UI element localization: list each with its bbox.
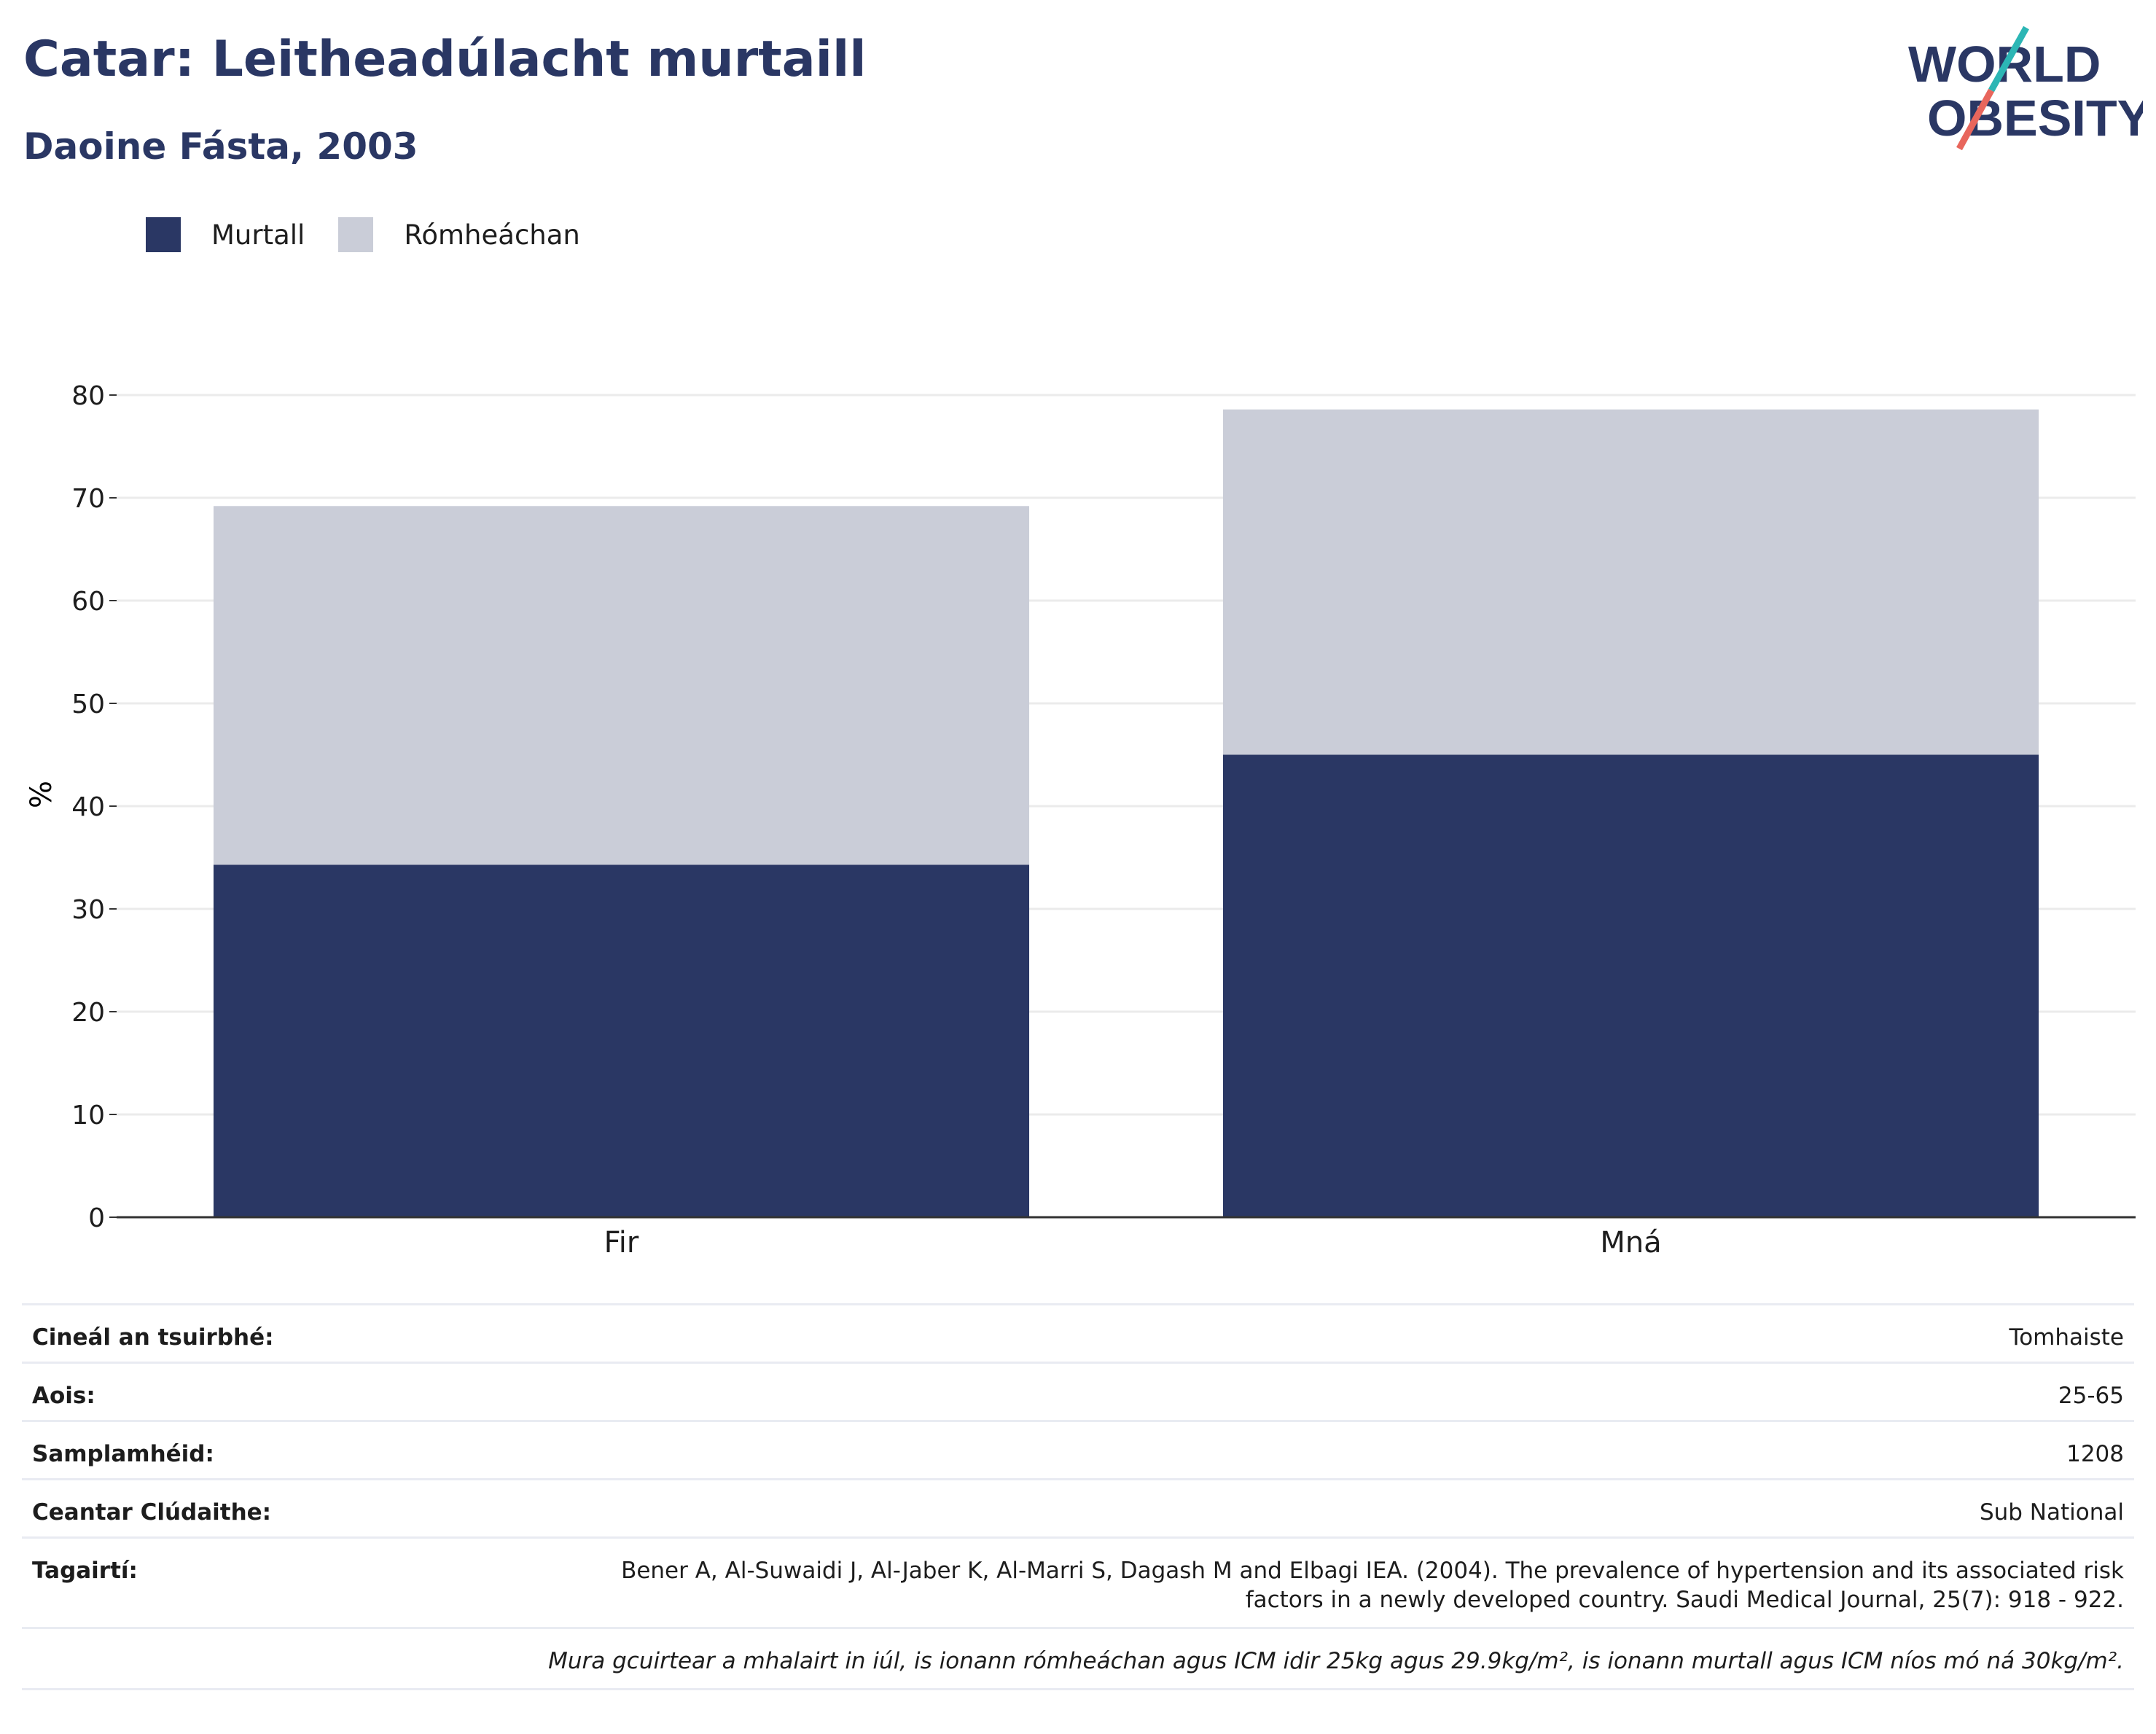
info-row-references: Tagairtí: Bener A, Al-Suwaidi J, Al-Jabe… xyxy=(22,1536,2134,1628)
info-row-area-covered: Ceantar Clúdaithe: Sub National xyxy=(22,1478,2134,1538)
info-row-sample-size: Samplamhéid: 1208 xyxy=(22,1420,2134,1480)
x-category-label: Fir xyxy=(604,1226,639,1260)
info-row-survey-type: Cineál an tsuirbhé: Tomhaiste xyxy=(22,1303,2134,1363)
info-label: Samplamhéid: xyxy=(22,1420,332,1480)
y-tick-label: 80 xyxy=(71,381,105,411)
y-tick-label: 40 xyxy=(71,792,105,822)
info-row-age: Aois: 25-65 xyxy=(22,1362,2134,1421)
reference-line-1: Bener A, Al-Suwaidi J, Al-Jaber K, Al-Ma… xyxy=(621,1558,2124,1584)
info-label: Tagairtí: xyxy=(22,1536,332,1628)
legend-item-obese: Murtall xyxy=(146,217,305,252)
bar-obese xyxy=(213,864,1030,1217)
y-tick-label: 50 xyxy=(71,690,105,719)
chart-title: Catar: Leitheadúlacht murtaill xyxy=(23,31,867,88)
world-obesity-logo: WORLD OBESITY xyxy=(1908,26,2143,151)
y-tick-label: 30 xyxy=(71,895,105,925)
reference-line-2: factors in a newly developed country. Sa… xyxy=(1245,1587,2124,1613)
bar-overweight xyxy=(213,506,1030,865)
y-tick-label: 70 xyxy=(71,484,105,514)
y-axis-title: % xyxy=(25,781,58,808)
x-category-label: Mná xyxy=(1600,1226,1661,1260)
info-label: Cineál an tsuirbhé: xyxy=(22,1303,332,1363)
bar-chart: 0 10 20 30 40 50 60 70 80 Fir Mná % xyxy=(25,381,2136,1260)
logo-slash-teal xyxy=(1988,26,2029,93)
y-tick-label: 10 xyxy=(71,1101,105,1130)
chart-legend: Murtall Rómheáchan xyxy=(146,217,614,252)
info-label: Aois: xyxy=(22,1362,332,1421)
reference-text: Bener A, Al-Suwaidi J, Al-Jaber K, Al-Ma… xyxy=(332,1536,2134,1628)
info-value: Sub National xyxy=(332,1478,2134,1538)
y-tick-label: 60 xyxy=(71,587,105,617)
bar-overweight xyxy=(1222,409,2039,755)
legend-item-overweight: Rómheáchan xyxy=(338,217,580,252)
x-categories: Fir Mná xyxy=(604,1226,1662,1260)
y-ticks: 0 10 20 30 40 50 60 70 80 xyxy=(71,381,2136,1233)
info-value: 1208 xyxy=(332,1420,2134,1480)
info-row-note: Mura gcuirtear a mhalairt in iúl, is ion… xyxy=(22,1627,2134,1690)
y-tick-label: 0 xyxy=(88,1203,105,1233)
legend-label-overweight: Rómheáchan xyxy=(404,219,580,251)
info-value: 25-65 xyxy=(332,1362,2134,1421)
chart-subtitle: Daoine Fásta, 2003 xyxy=(23,125,418,168)
info-label: Ceantar Clúdaithe: xyxy=(22,1478,332,1538)
bar-obese xyxy=(1222,754,2039,1217)
info-table: Cineál an tsuirbhé: Tomhaiste Aois: 25-6… xyxy=(22,1303,2134,1690)
definition-note: Mura gcuirtear a mhalairt in iúl, is ion… xyxy=(22,1627,2134,1690)
logo-slash-coral xyxy=(1956,88,1994,151)
legend-swatch-overweight xyxy=(338,217,374,252)
legend-swatch-obese xyxy=(146,217,181,252)
logo-line2: OBESITY xyxy=(1927,90,2143,147)
y-tick-label: 20 xyxy=(71,998,105,1028)
legend-label-obese: Murtall xyxy=(211,219,305,251)
info-value: Tomhaiste xyxy=(332,1303,2134,1363)
bars xyxy=(213,409,2039,1217)
